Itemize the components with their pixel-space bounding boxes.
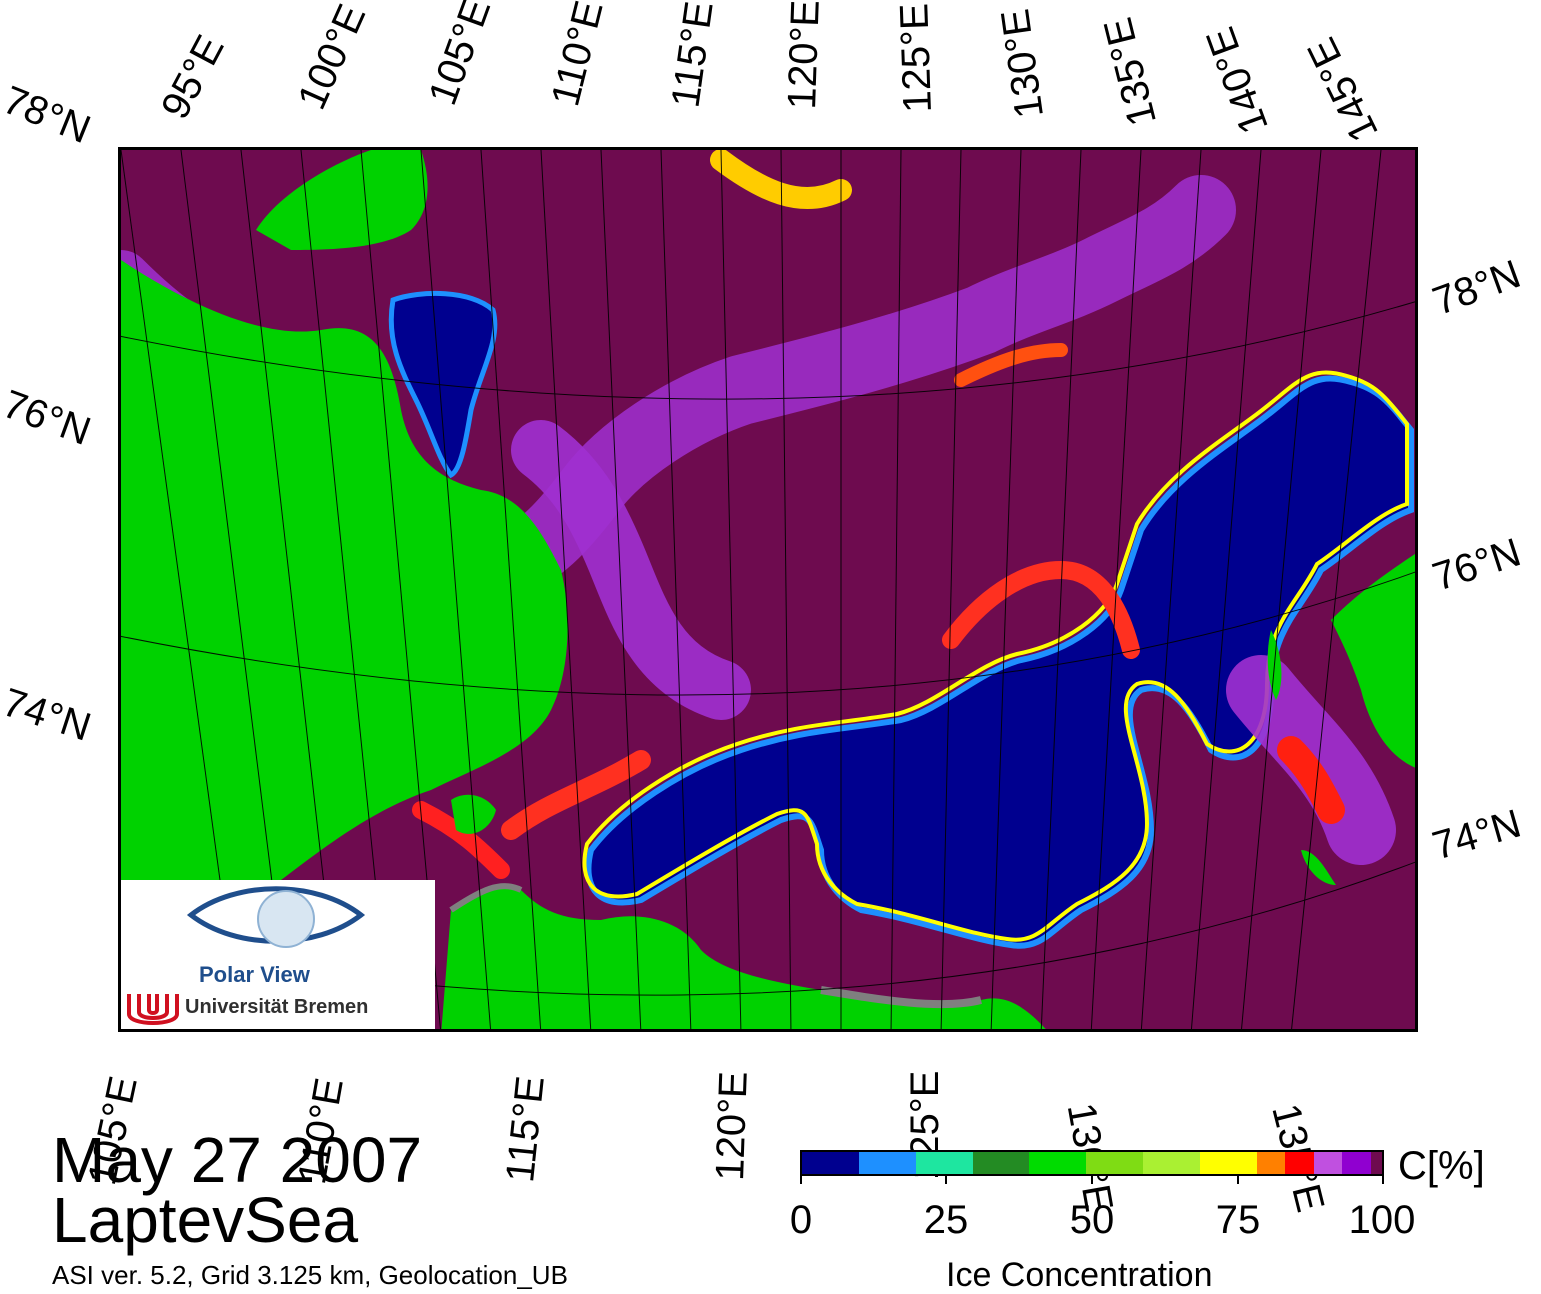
colorbar-step bbox=[1370, 1152, 1382, 1174]
colorbar-step bbox=[1256, 1152, 1286, 1174]
colorbar-step bbox=[1086, 1152, 1144, 1174]
colorbar-tick-label: 50 bbox=[1069, 1198, 1115, 1242]
logo-title: Polar View bbox=[199, 962, 310, 987]
eye-icon bbox=[186, 886, 366, 948]
colorbar-step bbox=[1029, 1152, 1087, 1174]
colorbar-step bbox=[1285, 1152, 1314, 1174]
polar-view-logo: Polar View Universität Bremen bbox=[121, 880, 435, 1029]
colorbar-tick-label: 25 bbox=[923, 1198, 969, 1242]
lon-label-top-120: 120°E bbox=[780, 0, 828, 111]
lon-label-top-105: 105°E bbox=[420, 0, 500, 111]
colorbar-step bbox=[802, 1152, 859, 1174]
colorbar-step bbox=[915, 1152, 973, 1174]
colorbar-step bbox=[972, 1152, 1030, 1174]
colorbar-unit: C[%] bbox=[1398, 1144, 1485, 1188]
lon-label-top-130: 130°E bbox=[993, 6, 1052, 121]
colorbar-step bbox=[1313, 1152, 1343, 1174]
colorbar-tick-mark bbox=[1382, 1176, 1384, 1184]
colorbar-step bbox=[1342, 1152, 1371, 1174]
lon-label-bottom-120: 120°E bbox=[708, 1070, 756, 1182]
sea-ice-map[interactable]: Polar View Universität Bremen bbox=[118, 147, 1418, 1032]
lon-label-top-110: 110°E bbox=[543, 0, 612, 111]
lat-label-right-76: 76°N bbox=[1427, 530, 1526, 600]
colorbar-tick-label: 75 bbox=[1215, 1198, 1261, 1242]
lat-label-right-74: 74°N bbox=[1427, 801, 1526, 869]
colorbar-tick-label: 0 bbox=[789, 1198, 813, 1242]
colorbar-tick-mark bbox=[1237, 1176, 1239, 1184]
colorbar-step bbox=[1200, 1152, 1257, 1174]
lon-label-top-115: 115°E bbox=[663, 0, 722, 111]
open-water-polynya bbox=[388, 291, 1414, 949]
university-logo-icon bbox=[127, 994, 179, 1025]
lon-label-top-125: 125°E bbox=[892, 2, 940, 114]
map-region: LaptevSea bbox=[52, 1184, 359, 1256]
lon-label-top-140: 140°E bbox=[1198, 21, 1277, 140]
logo-subtitle: Universität Bremen bbox=[185, 996, 369, 1018]
map-info: ASI ver. 5.2, Grid 3.125 km, Geolocation… bbox=[52, 1260, 568, 1290]
lon-label-top-100: 100°E bbox=[289, 0, 375, 116]
ice-concentration-colorbar bbox=[800, 1150, 1384, 1176]
colorbar-title: Ice Concentration bbox=[946, 1256, 1213, 1294]
colorbar-step bbox=[858, 1152, 916, 1174]
colorbar-step bbox=[1143, 1152, 1201, 1174]
lat-label-left-74: 74°N bbox=[0, 680, 96, 750]
lon-label-top-95: 95°E bbox=[152, 28, 233, 126]
colorbar-tick-mark bbox=[800, 1176, 802, 1184]
colorbar-tick-label: 100 bbox=[1348, 1198, 1416, 1242]
colorbar-tick-mark bbox=[945, 1176, 947, 1184]
lon-label-top-145: 145°E bbox=[1299, 30, 1387, 149]
colorbar-tick-mark bbox=[1091, 1176, 1093, 1184]
map-date: May 27 2007 bbox=[52, 1124, 423, 1196]
lat-label-right-78: 78°N bbox=[1427, 252, 1527, 324]
lon-label-top-135: 135°E bbox=[1095, 13, 1165, 131]
lon-label-bottom-115: 115°E bbox=[498, 1073, 553, 1185]
lat-label-left-78: 78°N bbox=[0, 77, 97, 153]
lat-label-left-76: 76°N bbox=[0, 382, 97, 454]
